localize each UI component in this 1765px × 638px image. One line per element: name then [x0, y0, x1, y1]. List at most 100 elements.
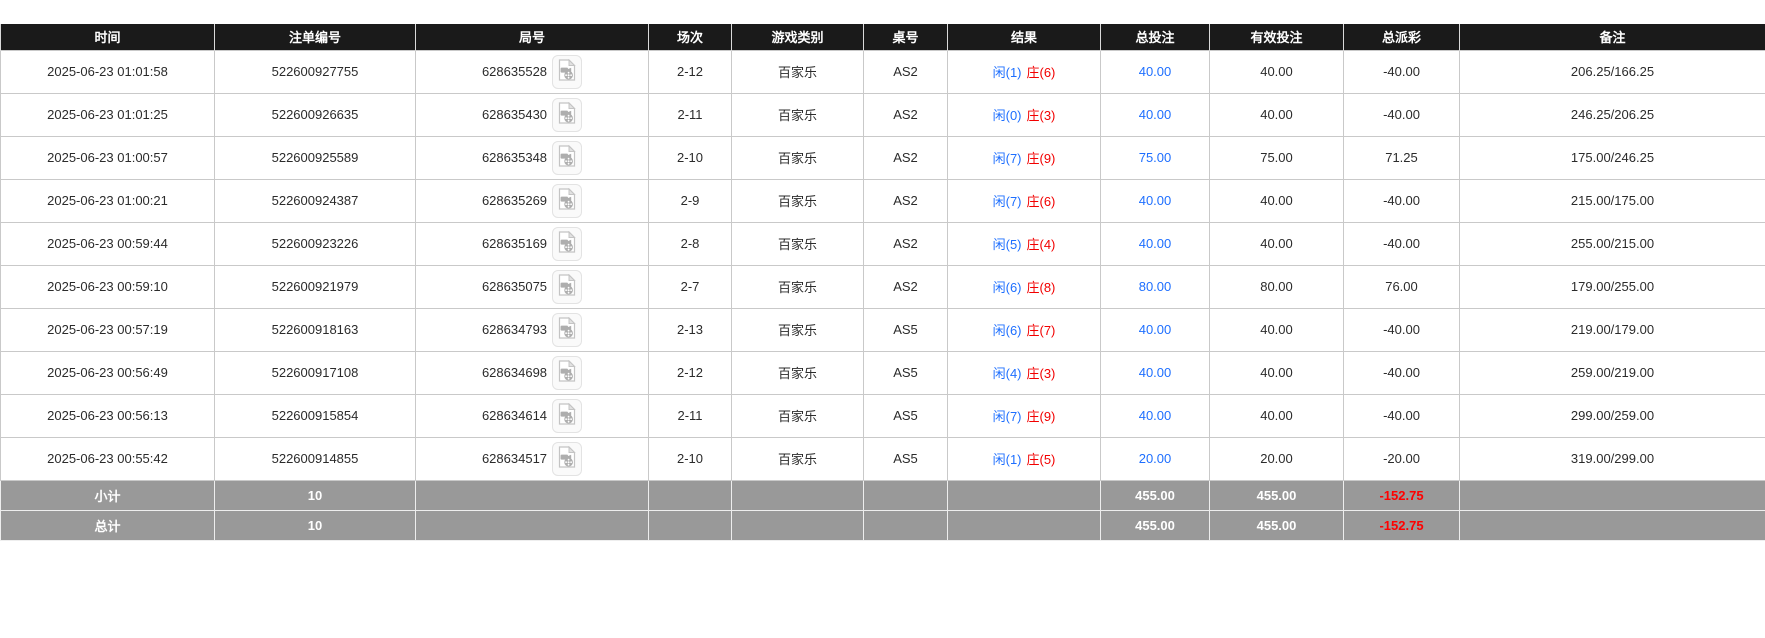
cell-remark: 255.00/215.00 — [1459, 221, 1765, 266]
subtotal-total-bet: 455.00 — [1100, 479, 1210, 511]
round-number: 628634793 — [481, 322, 548, 337]
video-replay-button[interactable] — [552, 140, 583, 175]
cell-result: 闲(1) 庄(6) — [947, 49, 1101, 94]
video-replay-button[interactable] — [552, 226, 583, 261]
cell-time: 2025-06-23 01:00:57 — [0, 135, 215, 180]
video-replay-button[interactable] — [552, 312, 583, 347]
result-banker: 庄(9) — [1026, 409, 1056, 424]
cell-game-type: 百家乐 — [731, 135, 864, 180]
result-banker: 庄(5) — [1026, 452, 1056, 467]
cell-game-type: 百家乐 — [731, 264, 864, 309]
column-header-round_id: 局号 — [415, 24, 649, 50]
total-empty-result — [947, 509, 1101, 541]
cell-session: 2-9 — [648, 178, 732, 223]
cell-bet-id: 522600917108 — [214, 350, 416, 395]
total-empty-remark — [1459, 509, 1765, 541]
round-number: 628635269 — [481, 193, 548, 208]
column-header-result: 结果 — [947, 24, 1101, 50]
video-replay-button[interactable] — [552, 398, 583, 433]
result-banker: 庄(8) — [1026, 280, 1056, 295]
subtotal-row: 小计 10 455.00 455.00 -152.75 — [0, 479, 1765, 511]
cell-valid-bet: 40.00 — [1209, 178, 1344, 223]
cell-session: 2-12 — [648, 49, 732, 94]
video-file-icon — [558, 144, 576, 170]
total-row: 总计 10 455.00 455.00 -152.75 — [0, 509, 1765, 541]
round-cell: 628634793 — [422, 312, 642, 347]
cell-total-bet: 75.00 — [1100, 135, 1210, 180]
round-number: 628635528 — [481, 64, 548, 79]
result-player: 闲(6) — [992, 323, 1022, 338]
total-bet-link[interactable]: 40.00 — [1138, 236, 1172, 251]
cell-total-bet: 40.00 — [1100, 307, 1210, 352]
round-number: 628635430 — [481, 107, 548, 122]
cell-remark: 259.00/219.00 — [1459, 350, 1765, 395]
video-replay-button[interactable] — [552, 269, 583, 304]
cell-result: 闲(7) 庄(9) — [947, 393, 1101, 438]
cell-valid-bet: 40.00 — [1209, 307, 1344, 352]
cell-result: 闲(6) 庄(8) — [947, 264, 1101, 309]
cell-valid-bet: 20.00 — [1209, 436, 1344, 481]
total-bet-link[interactable]: 40.00 — [1138, 322, 1172, 337]
cell-total-payout: -40.00 — [1343, 221, 1460, 266]
video-replay-button[interactable] — [552, 355, 583, 390]
column-header-bet_id: 注单编号 — [214, 24, 416, 50]
total-bet-link[interactable]: 20.00 — [1138, 451, 1172, 466]
column-header-game_type: 游戏类别 — [731, 24, 864, 50]
cell-total-bet: 20.00 — [1100, 436, 1210, 481]
cell-game-type: 百家乐 — [731, 92, 864, 137]
cell-game-type: 百家乐 — [731, 221, 864, 266]
cell-session: 2-10 — [648, 436, 732, 481]
table-row: 2025-06-23 00:55:42 522600914855 628634517… — [0, 436, 1765, 481]
cell-round-id: 628634698 — [415, 350, 649, 395]
cell-game-type: 百家乐 — [731, 350, 864, 395]
total-bet-link[interactable]: 40.00 — [1138, 365, 1172, 380]
result-banker: 庄(3) — [1026, 366, 1056, 381]
table-row: 2025-06-23 00:59:10 522600921979 628635075… — [0, 264, 1765, 309]
cell-game-type: 百家乐 — [731, 307, 864, 352]
table-summary: 小计 10 455.00 455.00 -152.75 总计 10 455.00 455.00-… — [0, 479, 1765, 541]
cell-total-bet: 40.00 — [1100, 350, 1210, 395]
table-row: 2025-06-23 00:59:44 522600923226 628635169… — [0, 221, 1765, 266]
round-cell: 628635075 — [422, 269, 642, 304]
cell-valid-bet: 40.00 — [1209, 350, 1344, 395]
result-banker: 庄(7) — [1026, 323, 1056, 338]
cell-round-id: 628635269 — [415, 178, 649, 223]
subtotal-empty-session — [648, 479, 732, 511]
cell-time: 2025-06-23 00:59:44 — [0, 221, 215, 266]
cell-remark: 319.00/299.00 — [1459, 436, 1765, 481]
cell-total-bet: 40.00 — [1100, 178, 1210, 223]
cell-round-id: 628635528 — [415, 49, 649, 94]
result-banker: 庄(3) — [1026, 108, 1056, 123]
total-bet-link[interactable]: 40.00 — [1138, 107, 1172, 122]
cell-bet-id: 522600923226 — [214, 221, 416, 266]
cell-session: 2-11 — [648, 393, 732, 438]
cell-bet-id: 522600918163 — [214, 307, 416, 352]
cell-total-bet: 40.00 — [1100, 221, 1210, 266]
cell-total-payout: -40.00 — [1343, 307, 1460, 352]
video-file-icon — [558, 445, 576, 471]
table-row: 2025-06-23 00:57:19 522600918163 628634793… — [0, 307, 1765, 352]
column-header-remark: 备注 — [1459, 24, 1765, 50]
round-number: 628635075 — [481, 279, 548, 294]
cell-total-payout: -40.00 — [1343, 393, 1460, 438]
total-bet-link[interactable]: 40.00 — [1138, 408, 1172, 423]
total-bet-link[interactable]: 75.00 — [1138, 150, 1172, 165]
video-file-icon — [558, 359, 576, 385]
column-header-session: 场次 — [648, 24, 732, 50]
total-bet-link[interactable]: 40.00 — [1138, 193, 1172, 208]
cell-round-id: 628635075 — [415, 264, 649, 309]
video-replay-button[interactable] — [552, 183, 583, 218]
round-number: 628634614 — [481, 408, 548, 423]
total-bet-link[interactable]: 40.00 — [1138, 64, 1172, 79]
cell-bet-id: 522600914855 — [214, 436, 416, 481]
cell-result: 闲(7) 庄(6) — [947, 178, 1101, 223]
video-replay-button[interactable] — [552, 97, 583, 132]
result-banker: 庄(9) — [1026, 151, 1056, 166]
subtotal-total-payout: -152.75 — [1343, 479, 1460, 511]
round-cell: 628635430 — [422, 97, 642, 132]
total-bet-link[interactable]: 80.00 — [1138, 279, 1172, 294]
cell-round-id: 628635430 — [415, 92, 649, 137]
subtotal-empty-remark — [1459, 479, 1765, 511]
video-replay-button[interactable] — [552, 54, 583, 89]
video-replay-button[interactable] — [552, 441, 583, 476]
